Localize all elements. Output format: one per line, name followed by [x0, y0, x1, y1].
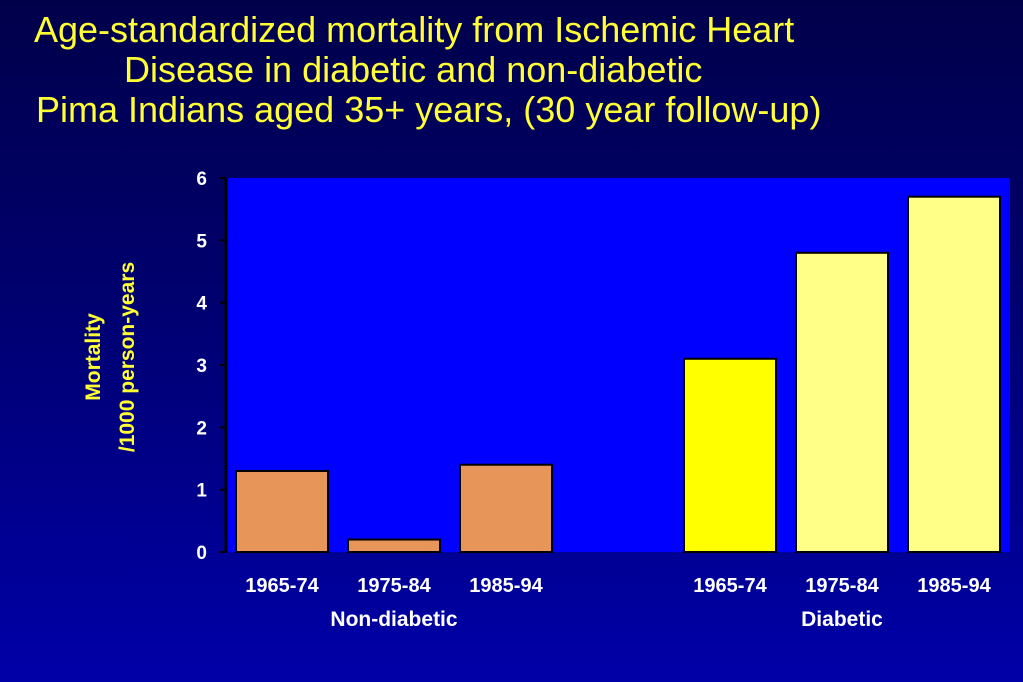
bars	[235, 195, 1001, 554]
plot-area	[226, 178, 1010, 552]
title-line-3: Pima Indians aged 35+ years, (30 year fo…	[36, 89, 822, 130]
bar-non-diabetic-1975-84	[347, 538, 441, 553]
title-line-2: Disease in diabetic and non-diabetic	[124, 49, 703, 90]
x-axis-labels: 1965-74 1975-84 1985-94 Non-diabetic 1965-74…	[245, 575, 991, 631]
y-tick-label: 2	[196, 418, 207, 439]
y-tick-label: 3	[196, 356, 207, 377]
group-label-diabetic: Diabetic	[801, 608, 883, 631]
group-label-non-diabetic: Non-diabetic	[330, 608, 457, 631]
y-axis-title-line-1: Mortality	[82, 313, 105, 401]
x-tick-label: 1985-94	[917, 575, 991, 597]
x-tick-label: 1985-94	[469, 575, 543, 597]
x-tick-label: 1975-84	[357, 575, 431, 597]
bar-diabetic-1975-84	[795, 251, 889, 554]
x-tick-label: 1965-74	[245, 575, 319, 597]
y-tick-label: 5	[196, 231, 207, 252]
y-tick-label: 0	[196, 543, 207, 564]
y-tick-label: 1	[196, 481, 207, 502]
y-tick-label: 4	[196, 294, 207, 315]
chart-title: Age-standardized mortality from Ischemic…	[0, 10, 1023, 130]
bar-non-diabetic-1985-94	[459, 463, 553, 554]
y-tick-label: 6	[196, 169, 207, 190]
bar-diabetic-1985-94	[907, 195, 1001, 553]
y-axis-title-line-2: /1000 person-years	[116, 262, 139, 452]
y-axis-ticks: 0 1 2 3 4 5 6	[196, 169, 226, 564]
title-line-1: Age-standardized mortality from Ischemic…	[34, 9, 795, 50]
bar-diabetic-1965-74	[683, 357, 777, 553]
x-tick-label: 1965-74	[693, 575, 767, 597]
bar-non-diabetic-1965-74	[235, 469, 329, 554]
y-axis-title: Mortality /1000 person-years	[82, 262, 139, 452]
x-tick-label: 1975-84	[805, 575, 879, 597]
